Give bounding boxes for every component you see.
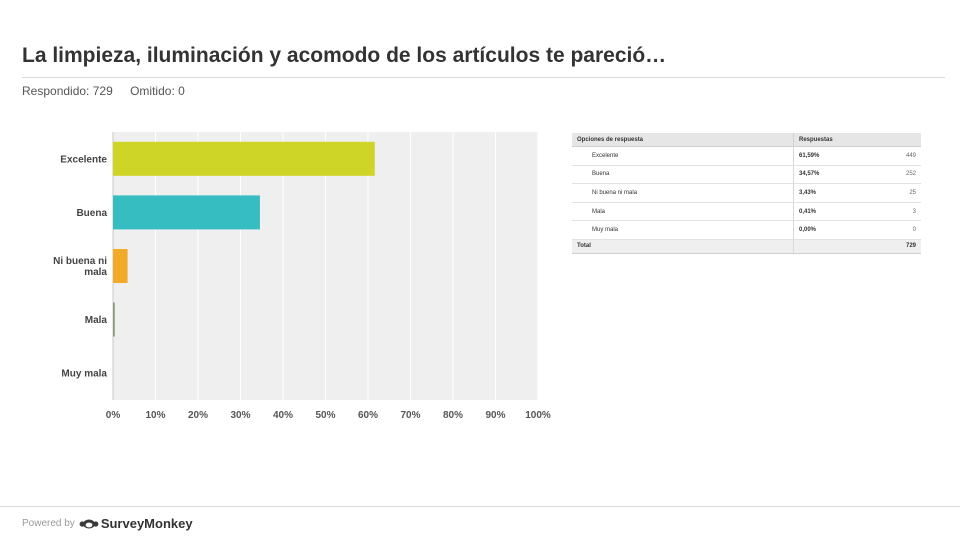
x-tick-label: 50% (315, 410, 335, 421)
category-label: Muy mala (61, 369, 107, 380)
table-cell-option: Excelente (572, 146, 794, 166)
surveymonkey-logo-icon (79, 519, 99, 529)
table-cell-percent: 3,43% (799, 189, 817, 196)
table-header-row: Opciones de respuesta Respuestas (572, 133, 921, 147)
table-cell-percent: 34,57% (799, 171, 820, 178)
table-cell-option: Ni buena ni mala (572, 183, 794, 203)
table-header-responses: Respuestas (793, 133, 921, 147)
table-cell-option: Buena (572, 165, 794, 185)
table-total-row: Total 729 (572, 239, 921, 254)
x-tick-label: 30% (230, 410, 250, 421)
category-label: Ni buena ni mala (53, 256, 107, 278)
category-label: Buena (76, 208, 107, 219)
table-cell-count: 252 (905, 171, 916, 178)
x-tick-label: 70% (400, 410, 420, 421)
table-row: Buena 34,57% 252 (572, 165, 921, 185)
x-tick-label: 0% (106, 410, 121, 421)
x-tick-label: 100% (525, 410, 551, 421)
powered-by-text: Powered by (22, 517, 75, 529)
category-label: Mala (85, 315, 108, 326)
table-cell-count: 3 (912, 208, 916, 215)
bar (113, 195, 260, 230)
x-tick-label: 10% (145, 410, 165, 421)
table-header-options: Opciones de respuesta (572, 133, 794, 147)
table-cell-option: Muy mala (572, 220, 794, 240)
table-cell-count: 0 (912, 227, 916, 234)
table-cell-percent: 0,00% (799, 227, 817, 234)
table-cell-percent: 61,59% (799, 152, 820, 159)
table-cell-count: 449 (905, 152, 916, 159)
table-row: Muy mala 0,00% 0 (572, 220, 921, 240)
footer-divider (0, 506, 960, 507)
table-cell-response: 34,57% 252 (793, 165, 921, 185)
footer: Powered by SurveyMonkey (22, 514, 193, 532)
answered-count: Respondido: 729 (22, 84, 113, 98)
bar (113, 302, 115, 337)
table-row: Mala 0,41% 3 (572, 202, 921, 222)
table-total-label: Total (572, 239, 794, 254)
skipped-count: Omitido: 0 (130, 84, 185, 98)
category-label: Excelente (60, 154, 107, 165)
table-cell-response: 61,59% 449 (793, 146, 921, 166)
x-tick-label: 20% (188, 410, 208, 421)
table-cell-response: 0,00% 0 (793, 220, 921, 240)
table-row: Ni buena ni mala 3,43% 25 (572, 183, 921, 203)
table-cell-response: 3,43% 25 (793, 183, 921, 203)
table-cell-percent: 0,41% (799, 208, 817, 215)
table-cell-response: 0,41% 3 (793, 202, 921, 222)
brand-name: SurveyMonkey (100, 515, 193, 531)
table-total-count: 729 (793, 239, 921, 254)
table-cell-count: 25 (909, 189, 916, 196)
x-tick-label: 90% (485, 410, 505, 421)
bar (113, 141, 375, 176)
table-row: Excelente 61,59% 449 (572, 146, 921, 166)
x-tick-label: 80% (443, 410, 463, 421)
x-tick-label: 60% (358, 410, 378, 421)
table-cell-option: Mala (572, 202, 794, 222)
responses-table: Opciones de respuesta Respuestas Excelen… (572, 133, 921, 254)
bar (113, 249, 128, 283)
title-divider (22, 77, 945, 78)
page-title: La limpieza, iluminación y acomodo de lo… (22, 44, 667, 67)
x-tick-label: 40% (273, 410, 293, 421)
response-summary: Respondido: 729 Omitido: 0 (22, 84, 199, 98)
